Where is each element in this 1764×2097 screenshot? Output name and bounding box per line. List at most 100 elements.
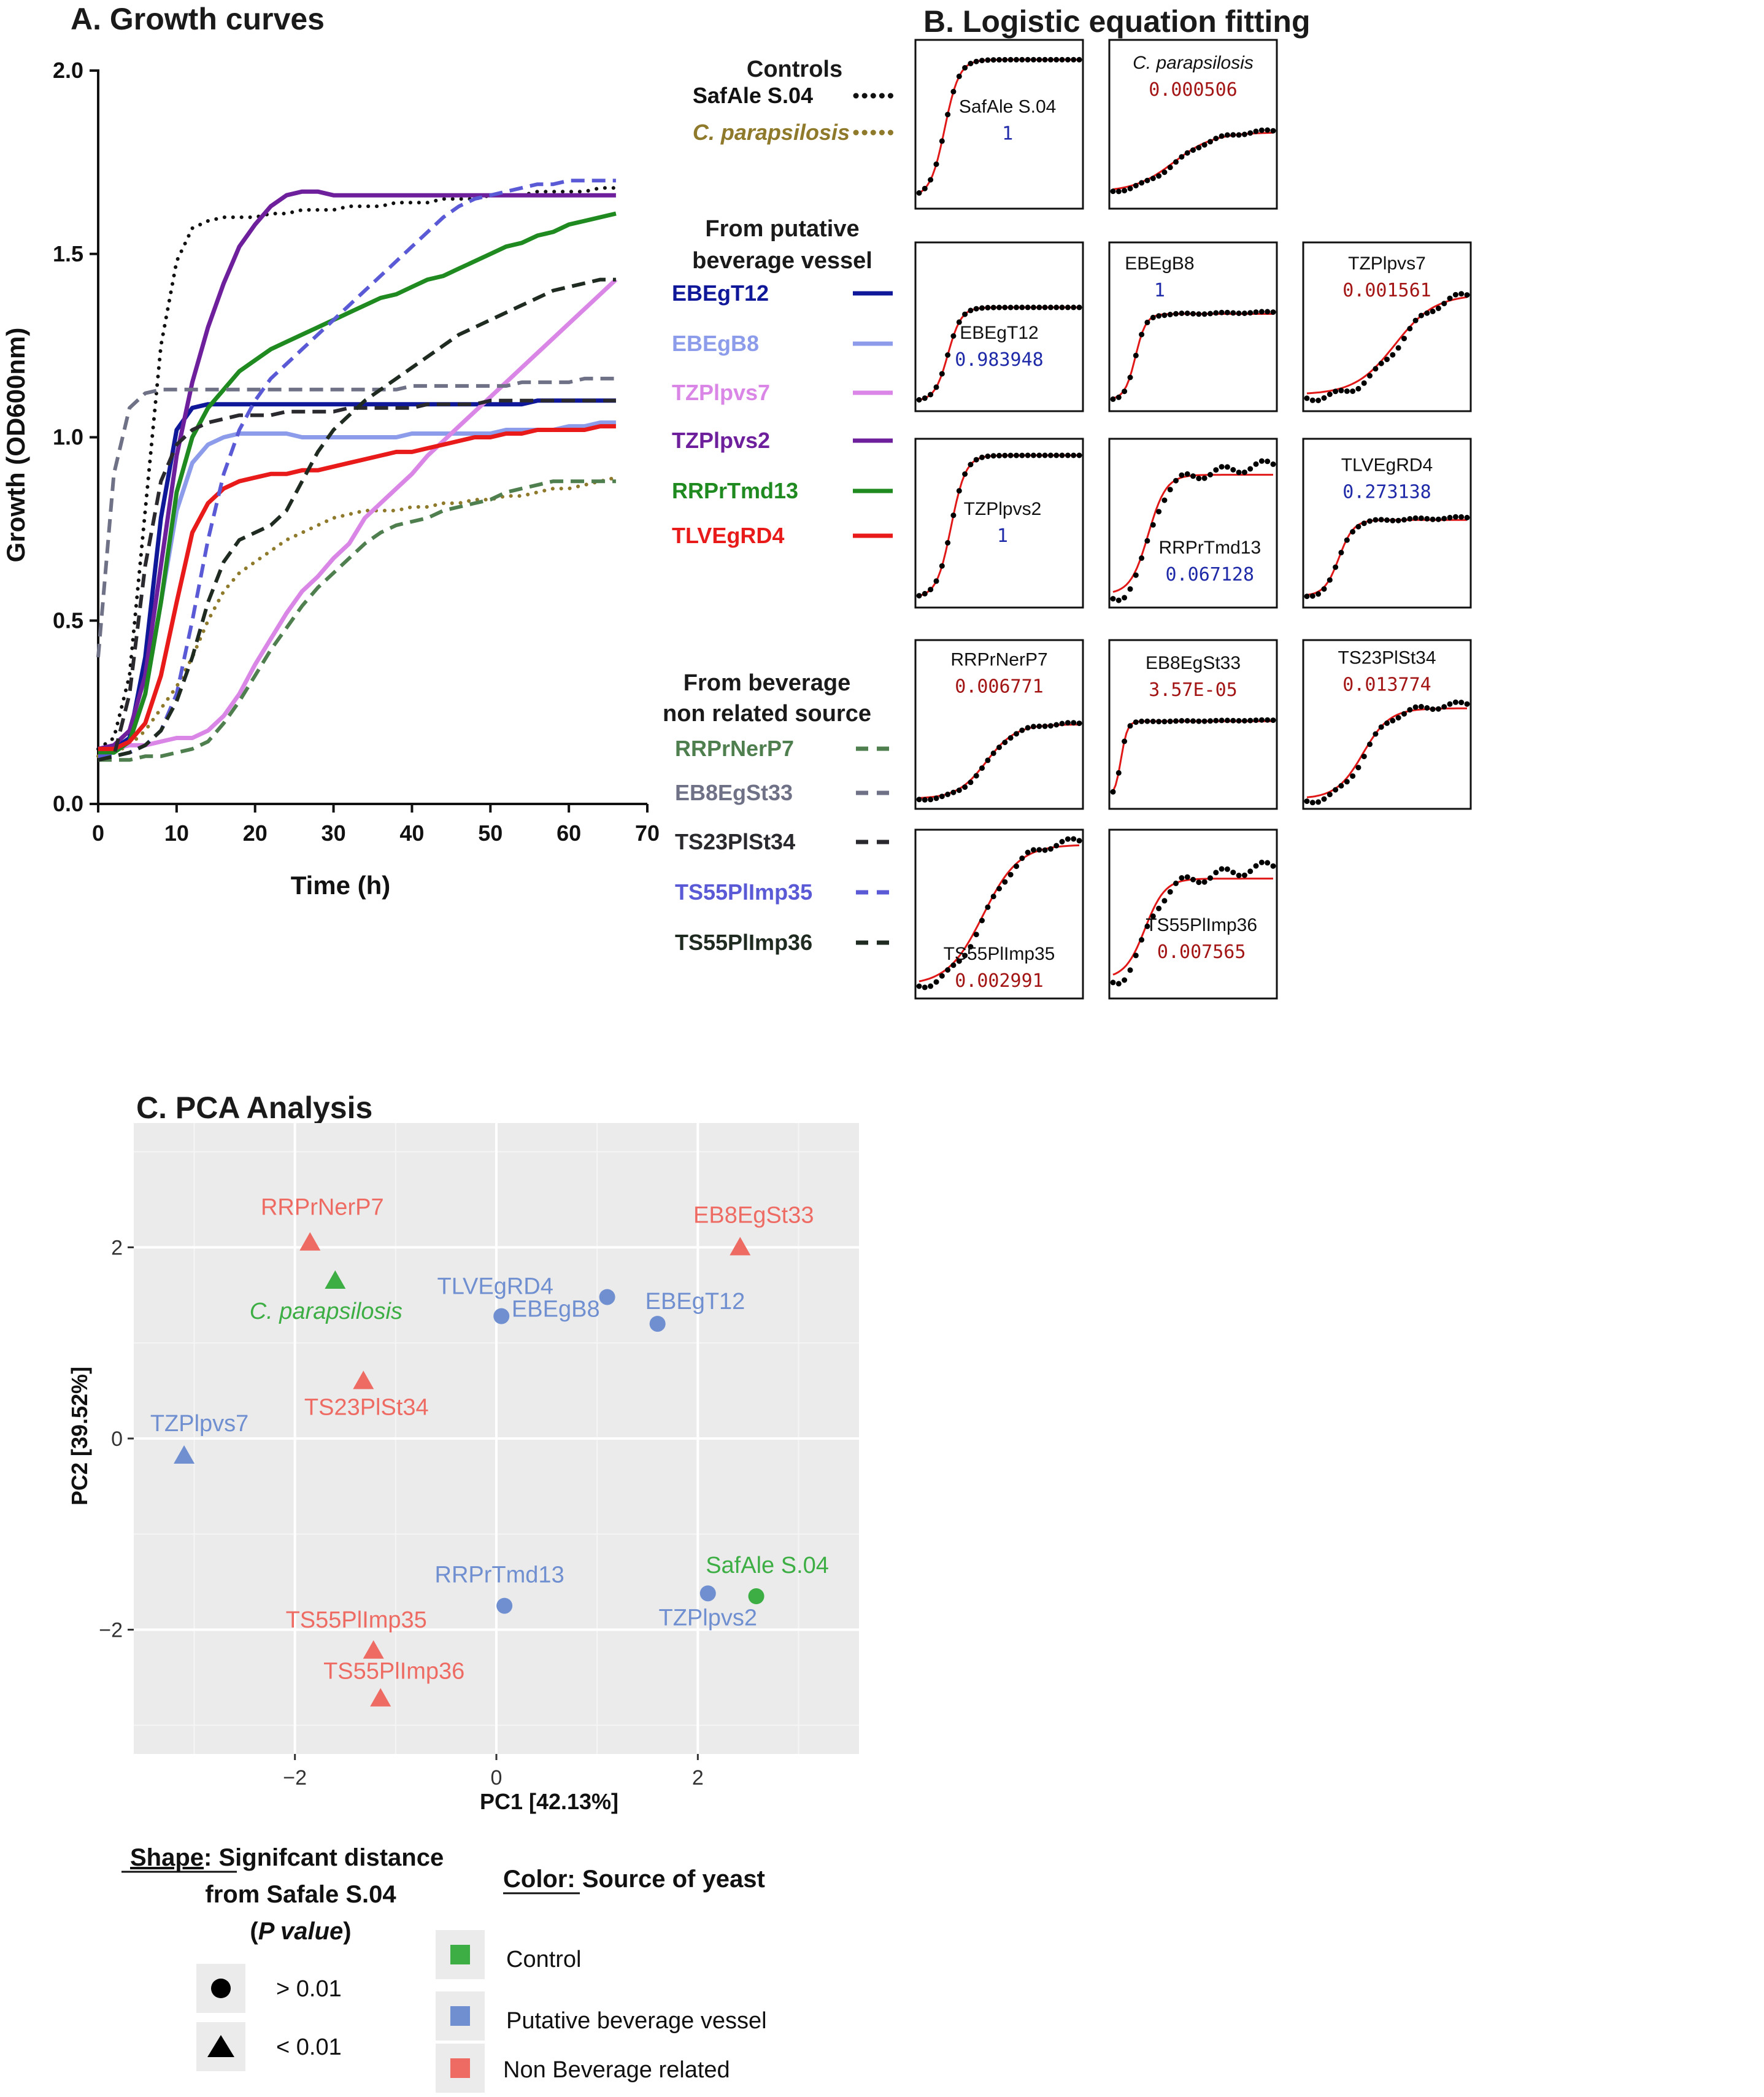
fit-data-point	[1150, 522, 1156, 528]
fit-data-point	[1036, 847, 1042, 853]
fit-panel-value: 1	[1154, 280, 1165, 301]
fit-panel-ts23plst34: TS23PlSt34 0.013774	[1302, 639, 1472, 810]
fit-data-point	[1167, 718, 1173, 724]
fit-data-point	[973, 58, 979, 64]
fit-data-point	[1224, 464, 1230, 470]
fit-data-point	[1144, 718, 1150, 724]
fit-data-point	[916, 593, 922, 599]
fit-data-point	[945, 112, 951, 118]
fit-data-point	[1133, 952, 1139, 959]
fit-data-point	[1190, 147, 1196, 153]
fit-panel-name: TS55PlImp36	[1146, 915, 1257, 935]
fit-panel-ebegb8: EBEgB8 1	[1108, 241, 1278, 412]
fit-data-point	[1196, 718, 1202, 724]
fit-data-point	[1247, 130, 1254, 136]
color-key-vessel-label: Putative beverage vessel	[506, 2008, 767, 2034]
fit-panel-value: 0.067128	[1166, 564, 1255, 585]
fit-data-point	[1150, 314, 1156, 320]
fit-data-point	[1401, 336, 1407, 342]
fit-data-point	[1014, 304, 1019, 311]
fit-data-point	[1122, 738, 1128, 744]
pca-y-tick-label: 0	[111, 1427, 123, 1451]
pca-point-label-tlvegrd4: TLVEgRD4	[437, 1274, 553, 1300]
fit-data-point	[945, 967, 951, 973]
fit-data-point	[985, 904, 991, 910]
fit-data-point	[985, 57, 991, 63]
color-key-control-swatch	[450, 1945, 470, 1964]
color-legend-title-rest: Source of yeast	[576, 1866, 765, 1893]
fit-data-point	[1110, 789, 1116, 795]
pca-point-label-ts55plimp36: TS55PlImp36	[323, 1659, 464, 1685]
fit-data-point	[1373, 366, 1379, 372]
fit-data-point	[1144, 923, 1150, 929]
fit-data-point	[996, 304, 1002, 311]
pca-point-label-ebegt12: EBEgT12	[645, 1289, 745, 1315]
pca-point-c-parapsilosis	[325, 1270, 346, 1289]
fit-data-point	[1253, 309, 1259, 315]
fit-data-point	[922, 984, 928, 991]
fit-data-point	[1236, 718, 1242, 724]
fit-data-point	[968, 461, 974, 468]
fit-panel-frame	[914, 438, 1084, 609]
pca-point-label-tzplpvs2: TZPlpvs2	[659, 1605, 757, 1631]
fit-data-point	[1355, 385, 1362, 392]
fit-panel-name: TZPlpvs2	[964, 499, 1042, 519]
legend-label-eb8egst33: EB8EgSt33	[675, 780, 793, 805]
fit-data-point	[1036, 724, 1042, 729]
fit-panel-tzplpvs7: TZPlpvs7 0.001561	[1302, 241, 1472, 412]
fit-panel-name: TS23PlSt34	[1338, 648, 1436, 668]
fit-data-point	[1258, 458, 1265, 464]
growth-curve-rrprnerp7	[98, 479, 616, 762]
fit-panel-name: TS55PlImp35	[944, 944, 1055, 964]
fit-data-point	[1207, 139, 1213, 145]
fit-data-point	[1253, 461, 1259, 467]
fit-panel-value: 0.001561	[1342, 280, 1431, 301]
legend-vessel-heading-2: beverage vessel	[692, 248, 872, 274]
fit-panel-value: 3.57E-05	[1149, 679, 1238, 701]
fit-data-point	[916, 797, 922, 803]
fit-data-point	[990, 57, 996, 63]
fit-data-point	[985, 304, 991, 311]
legend-label-tzplpvs2: TZPlpvs2	[672, 428, 770, 453]
pca-point-label-rrprtmd13: RRPrTmd13	[435, 1562, 564, 1588]
fit-data-point	[1071, 452, 1077, 458]
fit-data-point	[1076, 304, 1082, 311]
fit-data-point	[1110, 188, 1116, 195]
growth-y-tick-label: 0.0	[53, 791, 83, 816]
fit-data-point	[1173, 880, 1179, 886]
fit-data-point	[933, 578, 939, 584]
shape-key-triangle-label: < 0.01	[276, 2034, 342, 2060]
fit-panel-name: EB8EgSt33	[1146, 653, 1241, 673]
fit-data-point	[1150, 719, 1156, 724]
fit-data-point	[1007, 871, 1014, 878]
fit-data-point	[1059, 304, 1065, 311]
fit-data-point	[1384, 357, 1390, 363]
fit-data-point	[1304, 395, 1310, 401]
fit-data-point	[1424, 705, 1430, 711]
fit-data-point	[1076, 56, 1082, 63]
shape-legend-title-underlined: Shape	[130, 1844, 204, 1871]
fit-data-point	[1059, 720, 1065, 727]
fit-data-point	[1304, 593, 1310, 600]
fit-data-point	[928, 392, 934, 398]
fit-panel-ts55plimp35: TS55PlImp35 0.002991	[914, 828, 1084, 1000]
pca-x-tick-label: 0	[491, 1766, 503, 1790]
fit-data-point	[1219, 309, 1225, 315]
fit-data-point	[973, 306, 979, 312]
fit-data-point	[1321, 796, 1327, 802]
fit-panel-frame	[1108, 39, 1278, 210]
fit-data-point	[1002, 56, 1008, 63]
fit-data-point	[1464, 514, 1470, 520]
fit-data-point	[1309, 593, 1315, 599]
growth-curve-chart: 0 10 20 30 40 50 60 70 0.0 0.5 1.0 1.5 2.0	[53, 58, 660, 846]
growth-legend: SafAle S.04 C. parapsilosis EBEgT12 EBEgB8 T…	[672, 83, 896, 955]
fit-data-point	[1350, 773, 1356, 779]
fit-data-point	[962, 784, 968, 790]
fit-data-point	[1344, 779, 1350, 785]
fit-data-point	[1115, 981, 1122, 987]
fit-data-point	[1179, 311, 1185, 316]
pca-point-label-ebegb8: EBEgB8	[512, 1296, 600, 1322]
fit-data-point	[979, 454, 985, 460]
fit-data-point	[996, 886, 1002, 892]
fit-data-point	[1258, 127, 1265, 133]
